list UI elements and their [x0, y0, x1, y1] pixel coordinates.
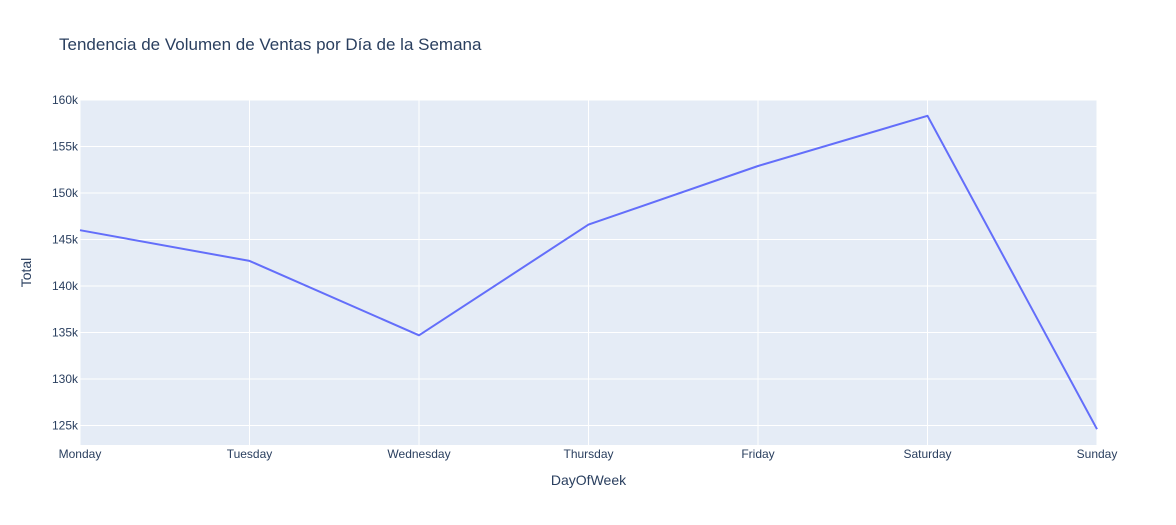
data-point[interactable] [246, 257, 254, 265]
y-tick-label: 155k [52, 139, 79, 153]
x-tick-label: Thursday [563, 447, 613, 461]
chart-title: Tendencia de Volumen de Ventas por Día d… [59, 35, 482, 54]
data-point[interactable] [754, 162, 762, 170]
y-axis-ticks: 125k 130k 135k 140k 145k 150k 155k 160k [52, 93, 79, 432]
data-point[interactable] [415, 331, 423, 339]
data-point[interactable] [924, 112, 932, 120]
x-tick-label: Tuesday [227, 447, 273, 461]
grid-lines [79, 99, 1098, 445]
y-tick-label: 145k [52, 232, 79, 246]
y-tick-label: 125k [52, 418, 79, 432]
x-axis-ticks: Monday Tuesday Wednesday Thursday Friday Satu… [59, 447, 1118, 461]
x-tick-label: Monday [59, 447, 102, 461]
y-tick-label: 130k [52, 372, 79, 386]
y-tick-label: 140k [52, 279, 79, 293]
y-tick-label: 160k [52, 93, 79, 107]
y-axis-title: Total [18, 258, 34, 288]
x-tick-label: Sunday [1077, 447, 1118, 461]
series-line [79, 114, 1098, 430]
data-point[interactable] [585, 221, 593, 229]
y-tick-label: 135k [52, 325, 79, 339]
x-tick-label: Friday [741, 447, 774, 461]
y-tick-label: 150k [52, 186, 79, 200]
data-point[interactable] [1093, 425, 1101, 433]
x-axis-title: DayOfWeek [551, 472, 627, 488]
series-layer [79, 112, 1101, 433]
x-tick-label: Saturday [903, 447, 951, 461]
x-tick-label: Wednesday [387, 447, 450, 461]
